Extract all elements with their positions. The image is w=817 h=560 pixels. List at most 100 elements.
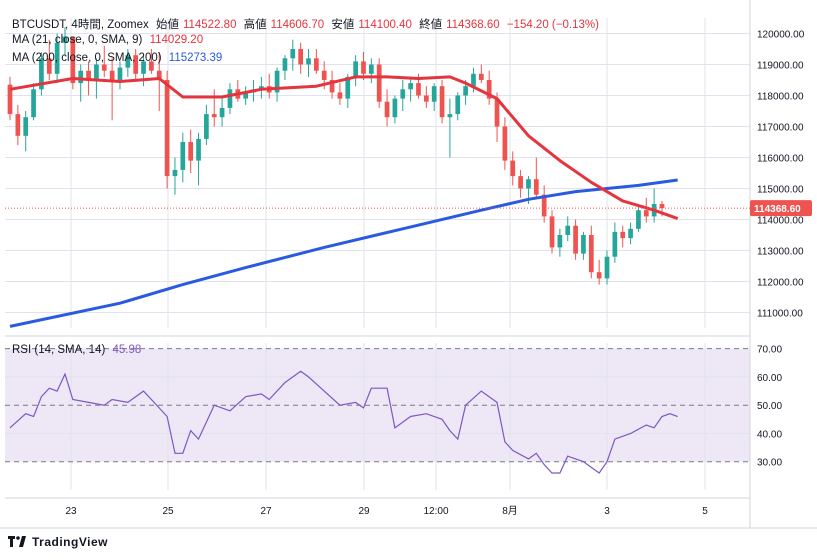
candle-body — [353, 61, 358, 77]
time-tick-label: 3 — [604, 506, 610, 517]
candle-body — [337, 92, 343, 99]
candle — [541, 185, 547, 223]
candle — [423, 86, 429, 108]
candle-body — [298, 49, 304, 65]
rsi-legend[interactable]: RSI (14, SMA, 14) 45.98 — [12, 344, 145, 356]
candle — [23, 111, 29, 152]
rsi-tick-label: 60.00 — [757, 373, 782, 384]
candle-body — [259, 86, 264, 90]
candle-body — [565, 225, 571, 235]
candle — [274, 67, 280, 102]
candle — [259, 76, 264, 99]
candle-body — [227, 89, 233, 108]
candle-body — [604, 256, 610, 279]
candle — [478, 64, 484, 84]
candle — [282, 55, 288, 80]
price-tick-label: 114000.00 — [757, 216, 804, 227]
candle — [408, 76, 413, 102]
candle — [39, 52, 44, 96]
candle — [636, 204, 641, 232]
candle — [439, 80, 445, 124]
candle-body — [94, 64, 99, 80]
candle-body — [439, 86, 445, 118]
ma200-line — [9, 178, 678, 328]
candle — [109, 58, 115, 121]
candle — [196, 132, 201, 186]
price-tick-label: 115000.00 — [757, 185, 804, 196]
candle — [549, 210, 555, 254]
candle — [62, 27, 68, 56]
candle-body — [463, 86, 468, 96]
candle — [211, 89, 217, 127]
candle — [204, 104, 209, 146]
candle — [156, 52, 162, 111]
candle-body — [274, 70, 280, 93]
rsi-tick-label: 40.00 — [757, 429, 782, 440]
candle-body — [172, 169, 178, 177]
candle-body — [549, 216, 555, 248]
rsi-tick-label: 50.00 — [757, 401, 782, 412]
price-tick-label: 111000.00 — [757, 309, 803, 320]
candle — [70, 36, 76, 90]
candle — [172, 157, 178, 195]
candle — [376, 58, 382, 108]
time-tick-label: 23 — [65, 506, 77, 517]
time-tick-label: 8月 — [502, 505, 518, 517]
candle-body — [384, 101, 390, 118]
candle-body — [620, 231, 626, 239]
candles — [7, 27, 665, 285]
candle — [565, 216, 571, 242]
candle — [431, 83, 437, 111]
time-tick-label: 12:00 — [423, 506, 448, 517]
candle-body — [31, 89, 36, 118]
candle — [573, 219, 578, 260]
candle-body — [518, 176, 523, 189]
open-value: 114522.80 — [182, 19, 237, 31]
price-tick-label: 118000.00 — [757, 92, 804, 103]
open-label: 始値 — [155, 19, 179, 31]
time-tick-label: 27 — [260, 506, 272, 517]
rsi-tick-label: 30.00 — [757, 458, 782, 469]
candle — [266, 73, 272, 99]
candle — [628, 222, 633, 245]
time-tick-label: 25 — [162, 506, 174, 517]
candle-body — [321, 70, 327, 80]
candle — [94, 58, 99, 99]
candle-body — [447, 114, 453, 118]
ohlc-legend: BTCUSDT, 4時間, Zoomex 始値 114522.80 高値 11460… — [12, 16, 603, 32]
candle — [180, 132, 186, 183]
close-label: 終値 — [419, 19, 443, 31]
candle-body — [400, 89, 406, 99]
rsi-label: RSI (14, SMA, 14) — [12, 344, 106, 356]
candle-body — [526, 179, 531, 189]
candle-body — [101, 64, 107, 71]
ma200-value: 115273.39 — [168, 52, 223, 64]
candle — [651, 188, 657, 223]
candle-body — [502, 126, 508, 161]
low-value: 114100.40 — [358, 19, 412, 31]
candle-body — [164, 80, 170, 177]
candle — [581, 231, 586, 260]
tradingview-branding[interactable]: TradingView — [8, 535, 108, 549]
candle — [455, 92, 461, 121]
candle-body — [23, 117, 29, 136]
candle — [15, 104, 21, 146]
price-tick-label: 119000.00 — [757, 61, 804, 72]
candle-body — [573, 225, 578, 254]
candle — [502, 117, 508, 170]
ma21-legend[interactable]: MA (21, close, 0, SMA, 9) 114029.20 — [12, 34, 207, 46]
candle — [164, 70, 170, 189]
candle — [227, 83, 233, 115]
candle-body — [345, 76, 351, 99]
candle — [219, 98, 225, 127]
candle-body — [408, 83, 413, 90]
candle-body — [109, 70, 115, 80]
candle-body — [392, 98, 398, 118]
candle-body — [478, 73, 484, 80]
candle-body — [243, 92, 249, 99]
candle — [533, 157, 539, 198]
candle — [486, 70, 492, 105]
candle-body — [290, 49, 296, 59]
ma200-legend[interactable]: MA (200, close, 0, SMA, 200) 115273.39 — [12, 52, 226, 64]
